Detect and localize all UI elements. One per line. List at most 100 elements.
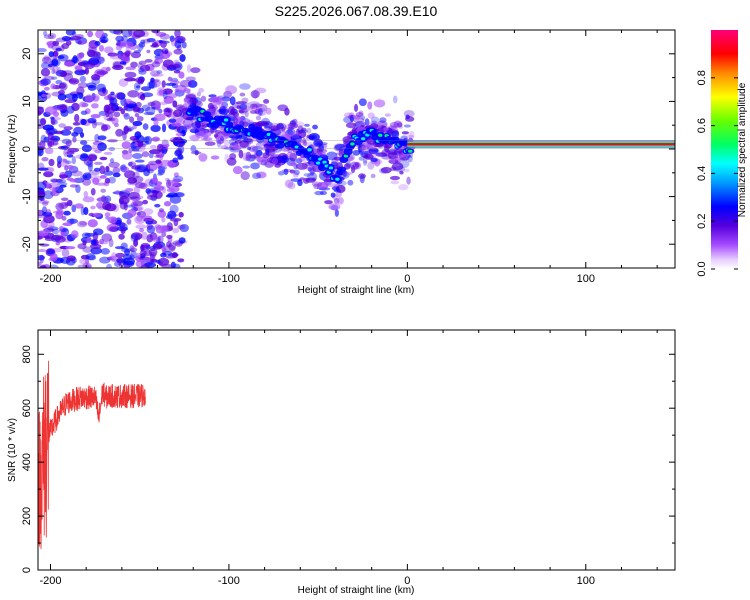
spectrogram-cell	[127, 209, 137, 218]
spectrogram-cell	[46, 248, 55, 255]
spectrogram-cell	[92, 212, 102, 218]
spectrogram-cell	[99, 256, 111, 264]
spectrogram-cell	[181, 41, 187, 49]
spectrogram-cell	[108, 226, 118, 232]
spectrogram-cell	[77, 40, 82, 45]
spectrogram-cell	[52, 40, 60, 46]
spectrogram-cell	[221, 101, 229, 108]
spectrogram-cell	[60, 109, 69, 117]
spectrogram-cell	[284, 179, 294, 188]
spectrogram-cell	[358, 98, 367, 107]
spectrogram-cell	[150, 79, 160, 83]
spectrogram-cell	[311, 177, 317, 181]
spectrogram-cell	[263, 99, 270, 104]
spectrogram-cell	[218, 131, 230, 140]
spectrogram-cell	[95, 30, 105, 39]
spectrogram-cell	[353, 103, 359, 112]
spectrogram-cell	[77, 220, 88, 228]
spectrogram-cell	[212, 97, 222, 106]
spectrogram-cell	[121, 141, 132, 149]
spectrogram-cell	[368, 147, 379, 155]
spectrogram-cell	[167, 210, 177, 220]
spectrogram-cell	[251, 103, 263, 108]
spectrogram-cell	[91, 103, 99, 109]
spectrogram-cell	[92, 228, 104, 236]
spectrogram-cell	[251, 172, 262, 180]
spectrogram-cell	[43, 214, 55, 224]
spectrogram-cell	[62, 158, 67, 163]
spectrogram-cell	[146, 38, 156, 43]
spectrogram-cell	[104, 177, 111, 184]
spectrogram-cell	[154, 186, 165, 192]
spectrogram-cell	[114, 246, 125, 250]
spectrogram-cell	[408, 149, 413, 153]
spectrogram-cell	[161, 166, 168, 170]
spectrogram-cell	[176, 37, 184, 44]
spectrogram-cell	[375, 153, 384, 157]
spectrogram-cell	[166, 234, 173, 239]
spectrogram-cell	[138, 182, 148, 190]
spectrogram-cell	[392, 95, 398, 104]
spectrogram-cell	[233, 116, 238, 125]
spectrogram-cell	[132, 120, 143, 127]
spectrogram-cell	[260, 159, 268, 166]
spectrogram-cell	[79, 258, 89, 265]
spectrogram-cell	[38, 47, 47, 53]
spectrogram-cell	[105, 107, 115, 114]
spectrogram-cell	[82, 196, 95, 203]
spectrogram-cell	[66, 255, 76, 262]
spectrogram-cell	[145, 188, 151, 194]
spectrogram-cell	[347, 179, 354, 186]
spectrogram-cell	[71, 31, 77, 37]
spectrogram-x-tick-label: 0	[404, 273, 410, 285]
spectrogram-cell	[43, 55, 50, 63]
spectrogram-cell	[124, 77, 137, 82]
spectrogram-cell	[42, 124, 55, 131]
spectrogram-cell	[82, 172, 92, 181]
spectrogram-cell	[150, 70, 160, 77]
spectrogram-cell	[178, 237, 186, 244]
spectrogram-cell	[342, 169, 348, 178]
spectrogram-cell	[66, 150, 75, 155]
spectrogram-cell	[331, 186, 340, 191]
spectrogram-cell	[162, 88, 173, 95]
spectrogram-cell	[69, 184, 78, 188]
spectrogram-cell	[167, 76, 173, 82]
spectrogram-cell	[240, 171, 250, 181]
spectrogram-cell	[143, 136, 150, 143]
colorbar-tick-label: 0.0	[696, 261, 708, 276]
spectrogram-cell	[142, 256, 152, 263]
spectrogram-cell	[358, 156, 365, 161]
spectrogram-cell	[187, 80, 198, 88]
spectrogram-cell	[297, 125, 304, 134]
spectrogram-cell	[182, 124, 187, 130]
spectrogram-cell	[122, 112, 129, 118]
spectrogram-cell	[128, 161, 133, 167]
spectrogram-cell	[265, 107, 272, 115]
spectrogram-cell	[156, 259, 161, 264]
spectrogram-cell	[93, 161, 103, 165]
spectrogram-cell	[262, 152, 270, 159]
spectrogram-cell	[40, 264, 47, 268]
spectrogram-x-tick-label: 100	[577, 273, 595, 285]
spectrogram-cell	[277, 104, 289, 112]
spectrogram-cell	[106, 263, 113, 268]
spectrogram-cell	[130, 233, 139, 242]
snr-x-axis-label: Height of straight line (km)	[298, 585, 415, 596]
spectrogram-cell	[82, 246, 93, 253]
spectrogram-cell	[118, 195, 130, 205]
spectrogram-cell	[378, 133, 383, 137]
spectrogram-cell	[38, 190, 46, 197]
spectrogram-cell	[138, 60, 147, 66]
spectrogram-cell	[303, 140, 308, 147]
spectrogram-cell	[43, 56, 55, 60]
snr-frame	[37, 329, 676, 571]
spectrogram-cell	[155, 103, 161, 111]
spectrogram-cell	[86, 49, 96, 58]
spectrogram-cell	[73, 126, 84, 135]
spectrogram-cell	[307, 148, 312, 152]
spectrogram-cell	[253, 126, 263, 135]
spectrogram-cell	[173, 48, 183, 55]
snr-x-tick-label: -100	[218, 575, 240, 587]
spectrogram-cell	[157, 165, 166, 174]
